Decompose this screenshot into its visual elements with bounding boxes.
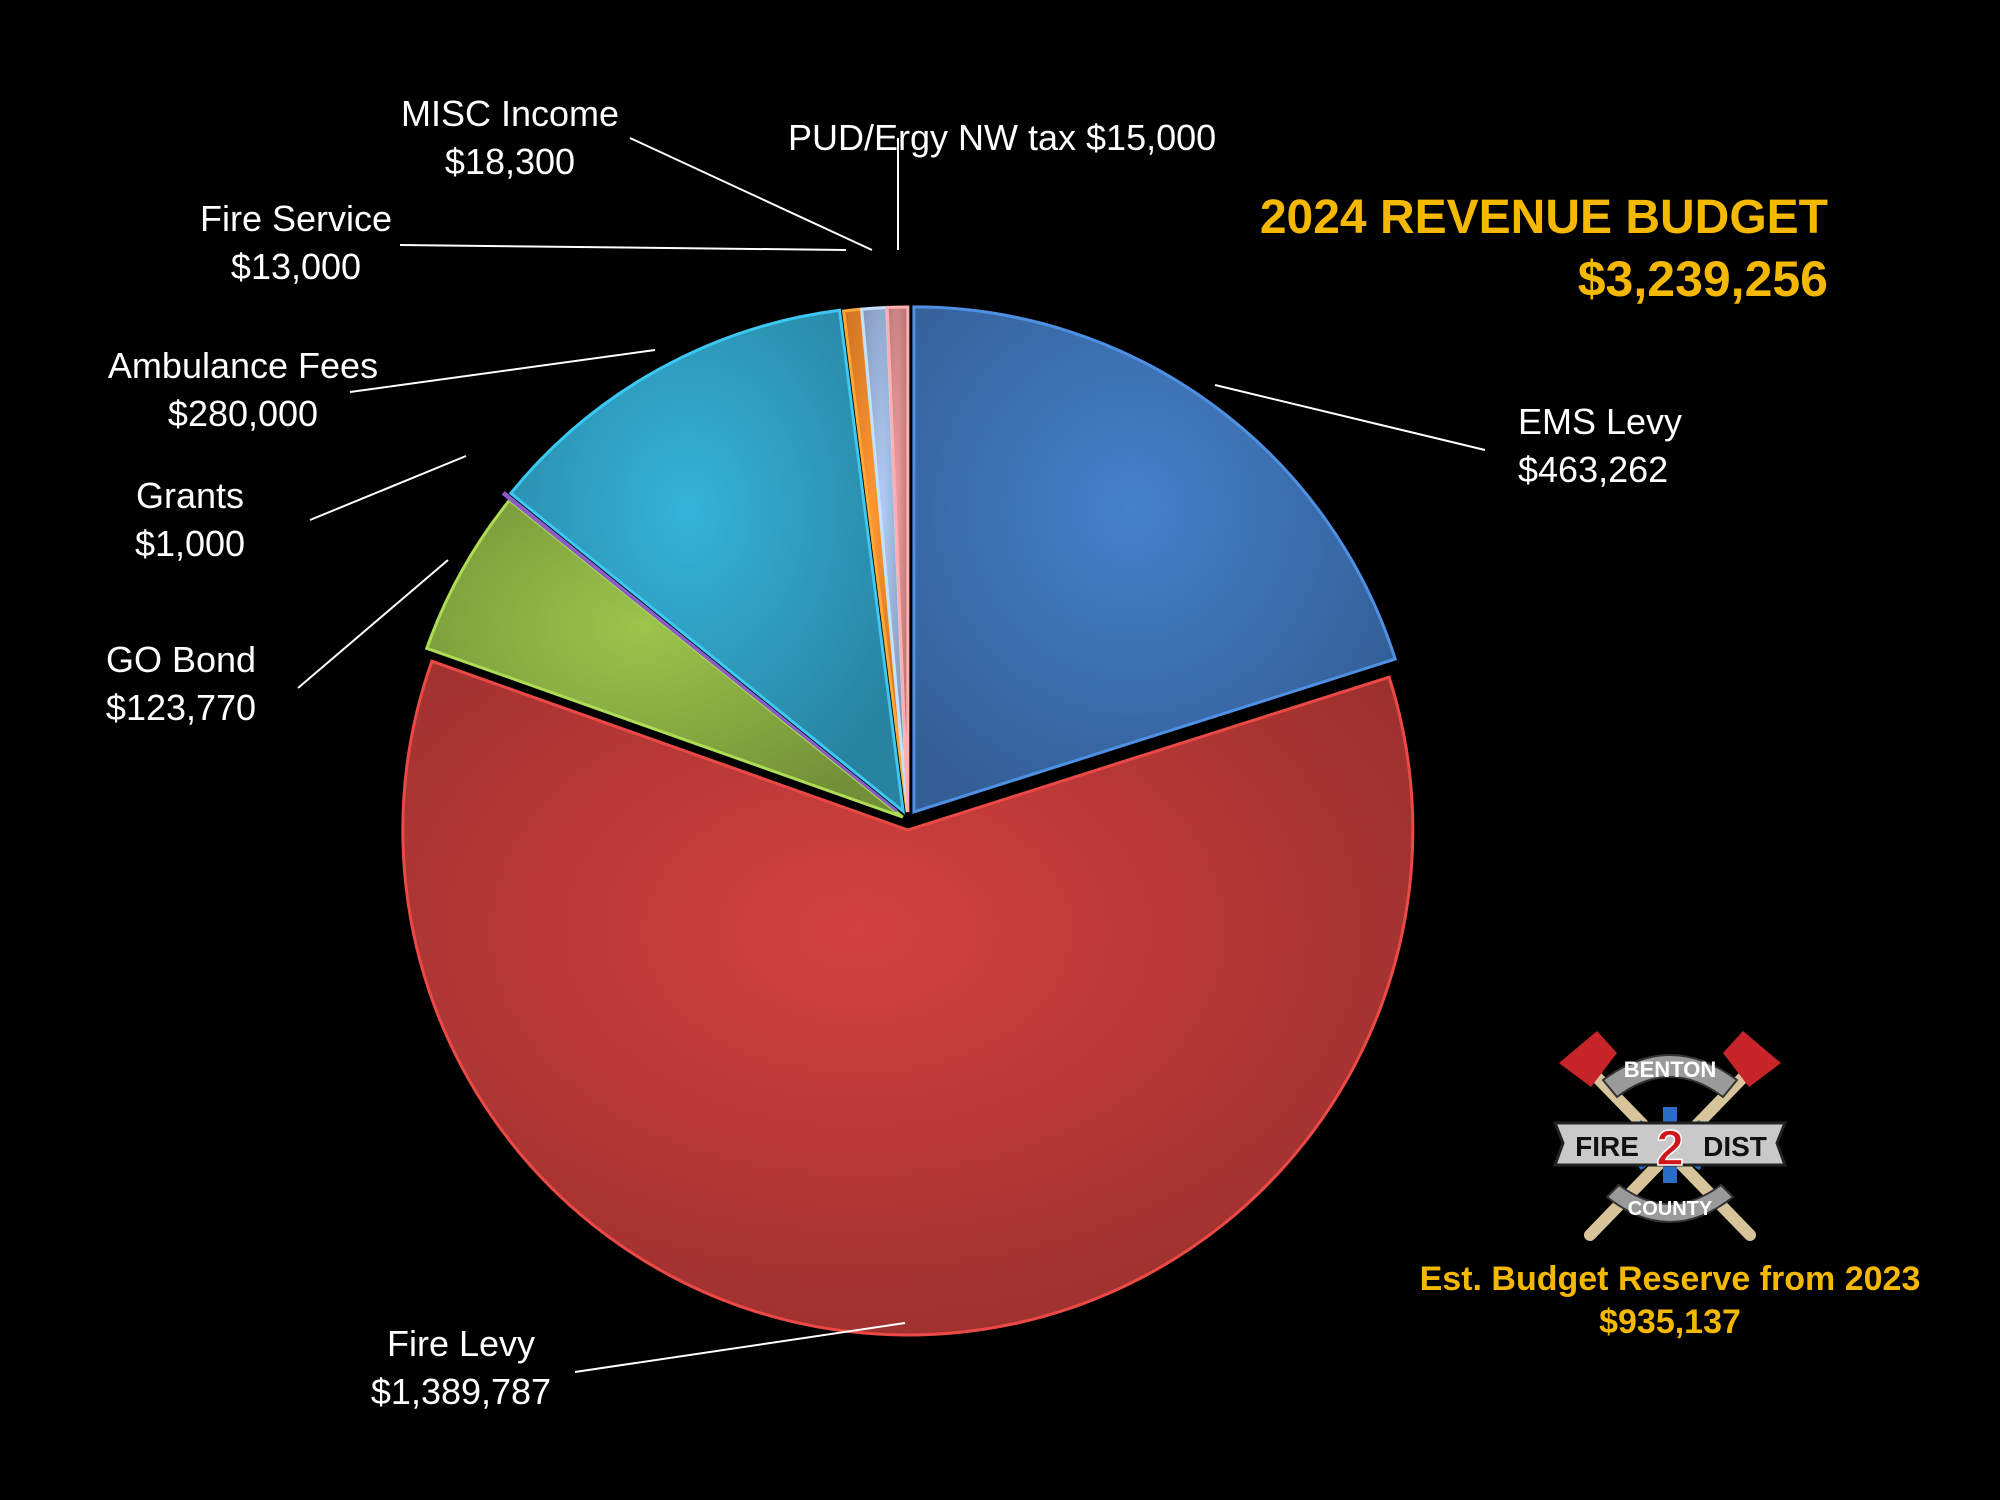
leader-line-misc-income [629, 137, 873, 251]
leader-line-ambulance-fees [349, 349, 656, 393]
pie-slice-ems-levy [912, 305, 1398, 814]
slice-label-grants: Grants $1,000 [135, 475, 245, 564]
logo-bottom-text: COUNTY [1628, 1198, 1713, 1220]
logo-left-text: FIRE [1575, 1131, 1639, 1162]
slice-label-fire-service: Fire Service $13,000 [200, 198, 392, 287]
slice-label-ems-levy: EMS Levy $463,262 [1518, 401, 1682, 490]
slice-label-ambulance-fees: Ambulance Fees $280,000 [108, 345, 378, 434]
pie-slice-grants [501, 491, 899, 813]
budget-total: $3,239,256 [1577, 251, 1828, 307]
slice-label-go-bond: GO Bond $123,770 [106, 639, 256, 728]
reserve-value: $935,137 [1599, 1303, 1741, 1341]
slice-label-pud-ergy-nw-tax: PUD/Ergy NW tax $15,000 [788, 117, 1216, 158]
leader-line-fire-service [399, 244, 847, 251]
reserve-label: Est. Budget Reserve from 2023 [1419, 1260, 1921, 1298]
logo-number: 2 [1656, 1120, 1684, 1176]
leader-line-fire-levy [574, 1322, 906, 1373]
pie-slice-ambulance-fees [508, 308, 906, 815]
slice-label-fire-levy: Fire Levy $1,389,787 [371, 1323, 551, 1412]
leader-line-grants [309, 455, 467, 521]
logo-top-text: BENTON [1624, 1057, 1717, 1082]
logo-right-text: DIST [1703, 1131, 1767, 1162]
pie-slice-fire-levy [401, 659, 1415, 1337]
leader-line-ems-levy [1214, 384, 1486, 451]
chart-title: 2024 REVENUE BUDGET [1259, 191, 1828, 244]
pie-slice-pud-ergy-nw-tax [885, 305, 910, 813]
benton-county-fire-district-2-logo: BENTON FIRE 2 DIST COUNTY [1552, 1031, 1788, 1241]
slice-label-misc-income: MISC Income $18,300 [401, 93, 619, 182]
leader-line-go-bond [297, 559, 449, 689]
pie-slice-go-bond [424, 498, 904, 819]
